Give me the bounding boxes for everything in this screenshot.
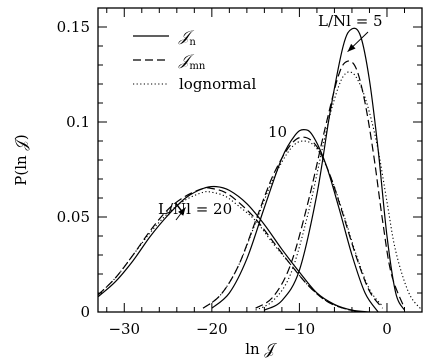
arrow-l-nl-20-head [178,207,186,216]
x-tick-label: −30 [108,320,140,338]
legend-label: 𝒥mn [178,51,206,72]
legend-label: lognormal [179,75,256,93]
legend-subscript: n [189,37,196,48]
annotation-l-nl-20: L/Nl = 20 [158,200,232,218]
curve-family-3-dashed [255,60,406,309]
y-tick-label: 0.05 [57,208,90,226]
plot-border [97,7,423,313]
arrow-l-nl-5-head [347,43,356,52]
curve-family-1-solid [98,185,370,312]
y-tick-label: 0.15 [57,18,90,36]
annotation-10: 10 [268,123,287,141]
annotations: L/Nl = 5 10 L/Nl = 20 [158,12,383,221]
x-tick-label: 0 [382,320,392,338]
curve-family-3-dotted [255,71,422,311]
curve-family-2-dotted [202,140,384,309]
curve-family-2-dashed [202,136,384,309]
axis-ticks: −30 −20 −10 0 0 0.05 0.1 0.15 [57,7,423,338]
legend: 𝒥n 𝒥mn lognormal [133,27,256,93]
x-axis-label: ln 𝒥 [245,340,277,358]
y-axis-label: P(ln 𝒥) [12,134,30,185]
curve-family-3-solid [264,27,406,311]
curves [98,27,422,312]
annotation-l-nl-5: L/Nl = 5 [318,12,383,30]
curve-family-2-solid [211,128,379,312]
curve-family-1-dashed [98,187,361,312]
plot-frame [97,7,423,313]
legend-label: 𝒥n [178,27,196,48]
y-tick-label: 0 [80,303,90,321]
x-tick-label: −10 [284,320,316,338]
y-tick-label: 0.1 [66,113,90,131]
legend-subscript: mn [189,61,205,72]
x-tick-label: −20 [196,320,228,338]
